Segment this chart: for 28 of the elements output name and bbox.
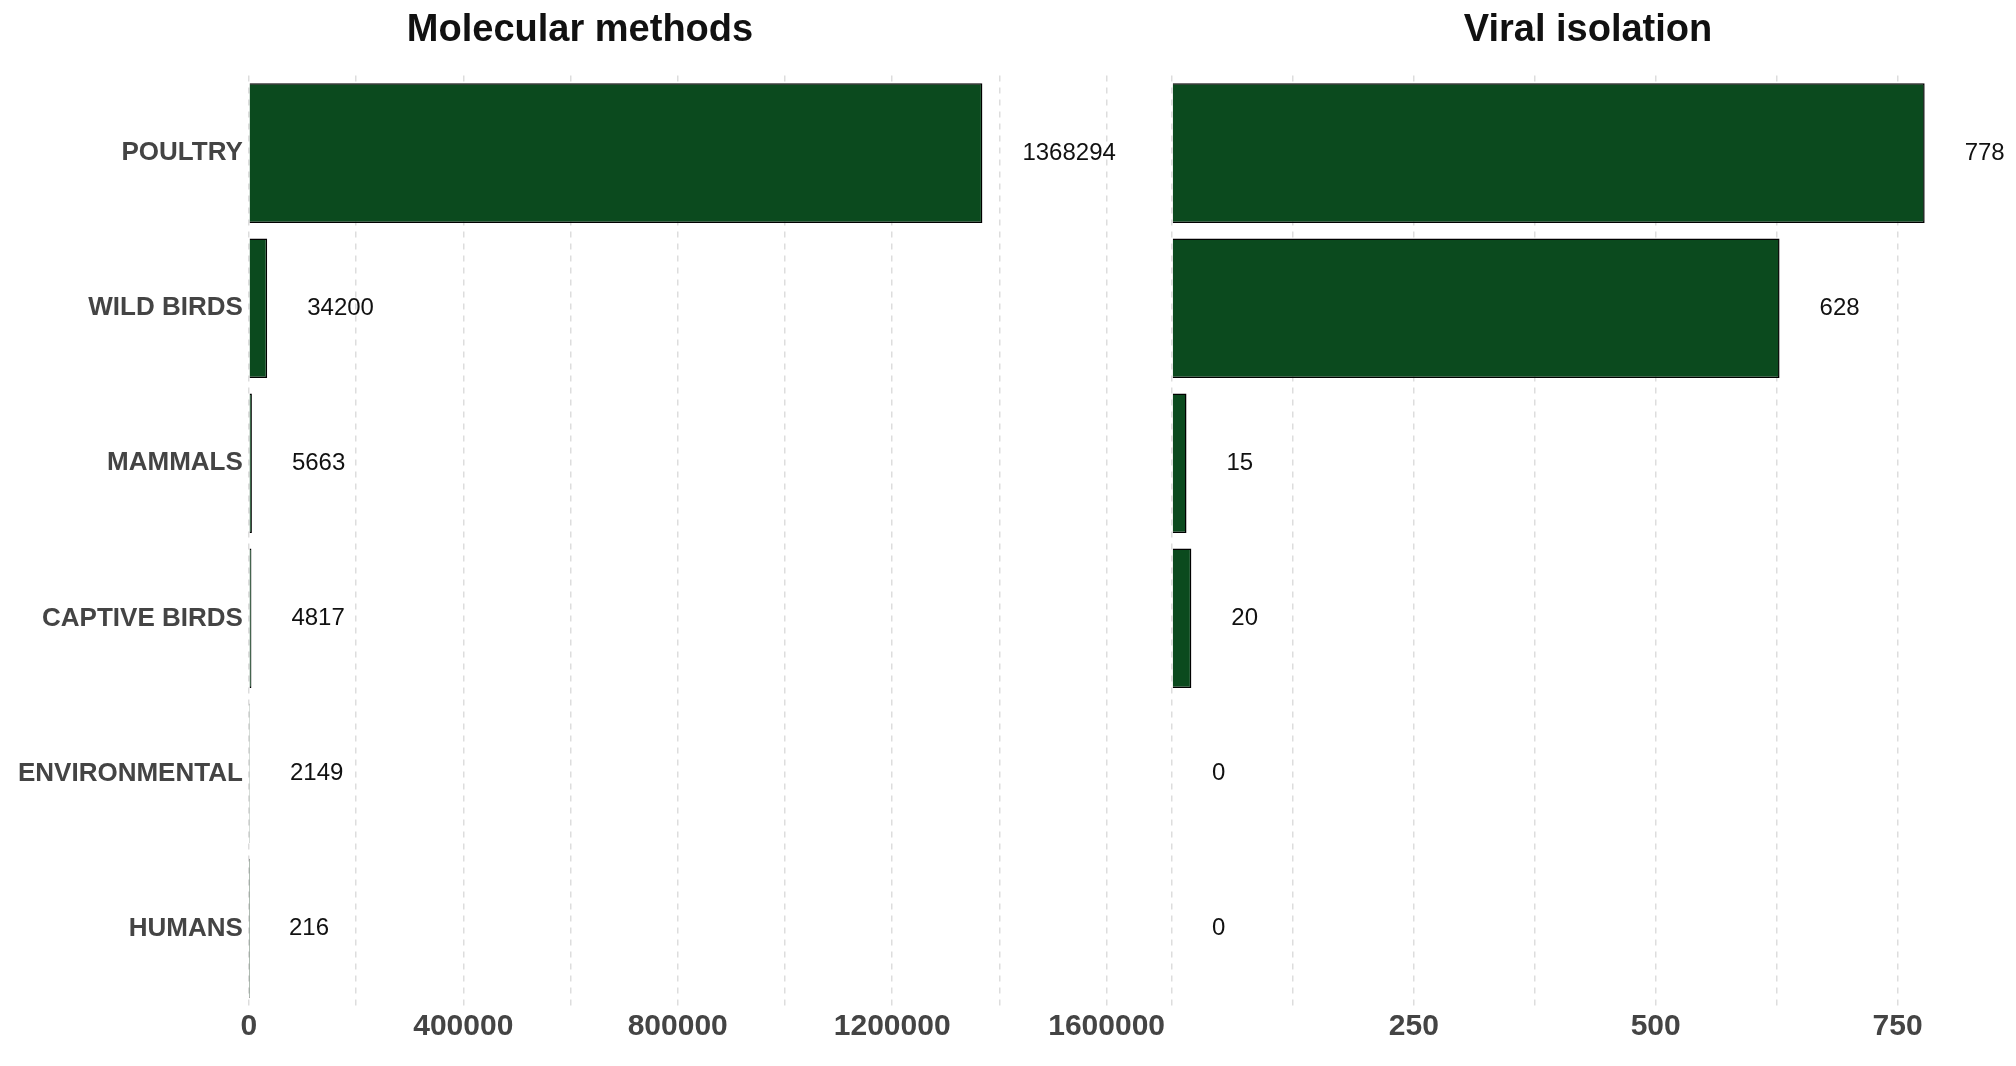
x-tick-label: 500 bbox=[1630, 1008, 1681, 1042]
data-label: 34200 bbox=[307, 292, 374, 320]
chart-title: Viral isolation bbox=[1463, 7, 1713, 50]
x-tick-label: 800000 bbox=[627, 1008, 728, 1042]
chart-title: Molecular methods bbox=[406, 7, 754, 50]
data-label: 2149 bbox=[290, 758, 344, 786]
y-tick-label: CAPTIVE BIRDS bbox=[42, 601, 243, 632]
data-label: 216 bbox=[288, 913, 330, 941]
x-tick-label: 1200000 bbox=[833, 1008, 951, 1042]
y-tick-label: ENVIRONMENTAL bbox=[17, 756, 243, 787]
data-label: 628 bbox=[1819, 292, 1860, 320]
x-tick-label: 750 bbox=[1872, 1008, 1923, 1042]
y-tick-label: HUMANS bbox=[128, 911, 243, 942]
data-label: 0 bbox=[1212, 913, 1226, 941]
x-tick-label: 250 bbox=[1388, 1008, 1439, 1042]
x-tick-label: 1600000 bbox=[1048, 1008, 1165, 1042]
y-tick-label: MAMMALS bbox=[107, 446, 243, 477]
data-label: 0 bbox=[1212, 758, 1226, 786]
data-label: 1368294 bbox=[1022, 137, 1116, 165]
data-label: 778 bbox=[1964, 137, 2005, 165]
data-label: 15 bbox=[1226, 447, 1254, 475]
data-label: 20 bbox=[1231, 602, 1259, 630]
y-tick-label: WILD BIRDS bbox=[88, 291, 243, 322]
y-tick-label: POULTRY bbox=[121, 136, 243, 167]
data-label: 5663 bbox=[291, 447, 346, 475]
x-tick-label: 400000 bbox=[413, 1008, 514, 1042]
x-tick-label: 0 bbox=[240, 1008, 258, 1042]
data-label: 4817 bbox=[291, 602, 345, 630]
